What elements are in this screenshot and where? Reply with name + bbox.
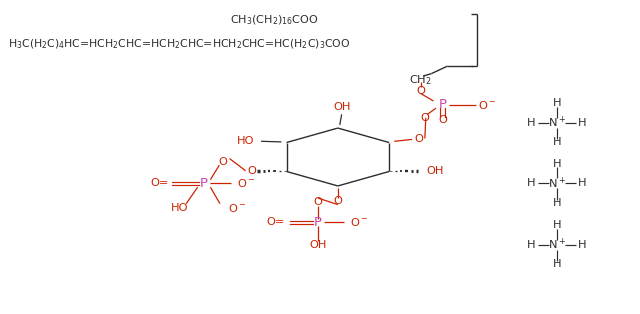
Text: O=: O= bbox=[267, 217, 285, 227]
Text: O=: O= bbox=[150, 178, 168, 188]
Text: O: O bbox=[333, 196, 342, 206]
Text: O: O bbox=[248, 166, 257, 176]
Text: P: P bbox=[200, 177, 208, 190]
Text: H: H bbox=[578, 178, 587, 188]
Text: O$^-$: O$^-$ bbox=[350, 216, 369, 228]
Text: O: O bbox=[438, 115, 447, 125]
Text: CH$_3$(CH$_2$)$_{16}$COO: CH$_3$(CH$_2$)$_{16}$COO bbox=[230, 14, 318, 28]
Text: H: H bbox=[578, 118, 587, 128]
Text: OH: OH bbox=[333, 102, 351, 112]
Text: N$^+$: N$^+$ bbox=[548, 176, 566, 191]
Text: P: P bbox=[438, 98, 446, 111]
Text: H: H bbox=[553, 198, 561, 208]
Text: H: H bbox=[527, 178, 536, 188]
Text: CH$_2$: CH$_2$ bbox=[409, 73, 432, 87]
Text: H$_3$C(H$_2$C)$_4$HC=HCH$_2$CHC=HCH$_2$CHC=HCH$_2$CHC=HC(H$_2$C)$_3$COO: H$_3$C(H$_2$C)$_4$HC=HCH$_2$CHC=HCH$_2$C… bbox=[8, 38, 350, 51]
Text: H: H bbox=[553, 137, 561, 147]
Text: O$^-$: O$^-$ bbox=[478, 99, 497, 111]
Text: HO: HO bbox=[237, 136, 255, 146]
Text: O: O bbox=[416, 86, 425, 96]
Text: O: O bbox=[314, 197, 323, 207]
Text: H: H bbox=[553, 99, 561, 108]
Text: H: H bbox=[527, 240, 536, 250]
Text: H: H bbox=[578, 240, 587, 250]
Text: HO: HO bbox=[171, 203, 189, 213]
Text: O: O bbox=[420, 113, 429, 123]
Text: O: O bbox=[219, 157, 228, 167]
Text: H: H bbox=[553, 159, 561, 169]
Text: P: P bbox=[314, 216, 322, 229]
Text: OH: OH bbox=[309, 240, 327, 250]
Text: N$^+$: N$^+$ bbox=[548, 115, 566, 130]
Text: H: H bbox=[553, 220, 561, 230]
Text: O$^-$: O$^-$ bbox=[228, 202, 247, 214]
Text: OH: OH bbox=[426, 166, 444, 176]
Text: N$^+$: N$^+$ bbox=[548, 237, 566, 252]
Text: O: O bbox=[414, 134, 423, 144]
Text: O$^-$: O$^-$ bbox=[237, 177, 255, 189]
Text: H: H bbox=[527, 118, 536, 128]
Text: H: H bbox=[553, 259, 561, 269]
